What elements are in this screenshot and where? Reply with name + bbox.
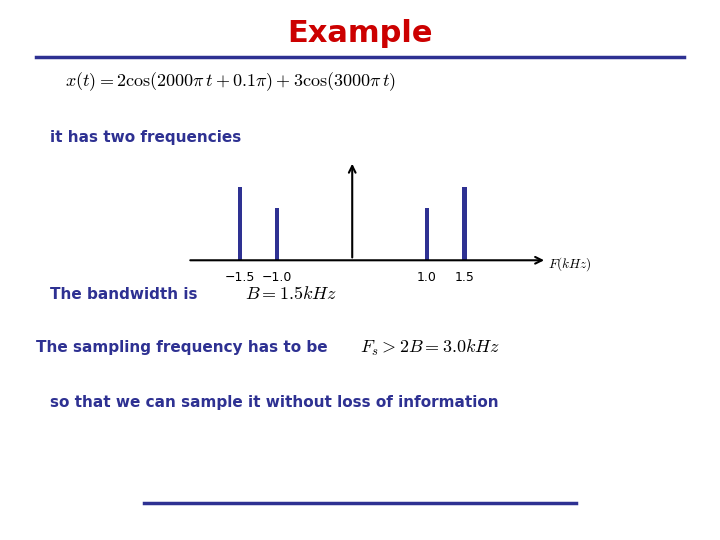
Text: −1.0: −1.0: [262, 271, 292, 284]
Text: −1.5: −1.5: [225, 271, 255, 284]
Text: 1.0: 1.0: [417, 271, 437, 284]
Text: 1.5: 1.5: [454, 271, 474, 284]
Bar: [275, 208, 279, 260]
Bar: [425, 208, 429, 260]
Text: $F_s > 2B = 3.0kHz$: $F_s > 2B = 3.0kHz$: [360, 338, 500, 358]
Text: it has two frequencies: it has two frequencies: [50, 130, 242, 145]
Text: The bandwidth is: The bandwidth is: [50, 287, 198, 302]
Bar: [238, 187, 242, 260]
Text: The sampling frequency has to be: The sampling frequency has to be: [36, 340, 328, 355]
Bar: [462, 187, 467, 260]
Text: so that we can sample it without loss of information: so that we can sample it without loss of…: [50, 395, 499, 410]
Text: $F(kHz)$: $F(kHz)$: [549, 255, 592, 273]
Text: $B = 1.5kHz$: $B = 1.5kHz$: [245, 285, 337, 303]
Text: Example: Example: [287, 19, 433, 48]
Text: $x(t) = 2\cos(2000\pi\, t + 0.1\pi) + 3\cos(3000\pi\, t)$: $x(t) = 2\cos(2000\pi\, t + 0.1\pi) + 3\…: [65, 70, 396, 93]
